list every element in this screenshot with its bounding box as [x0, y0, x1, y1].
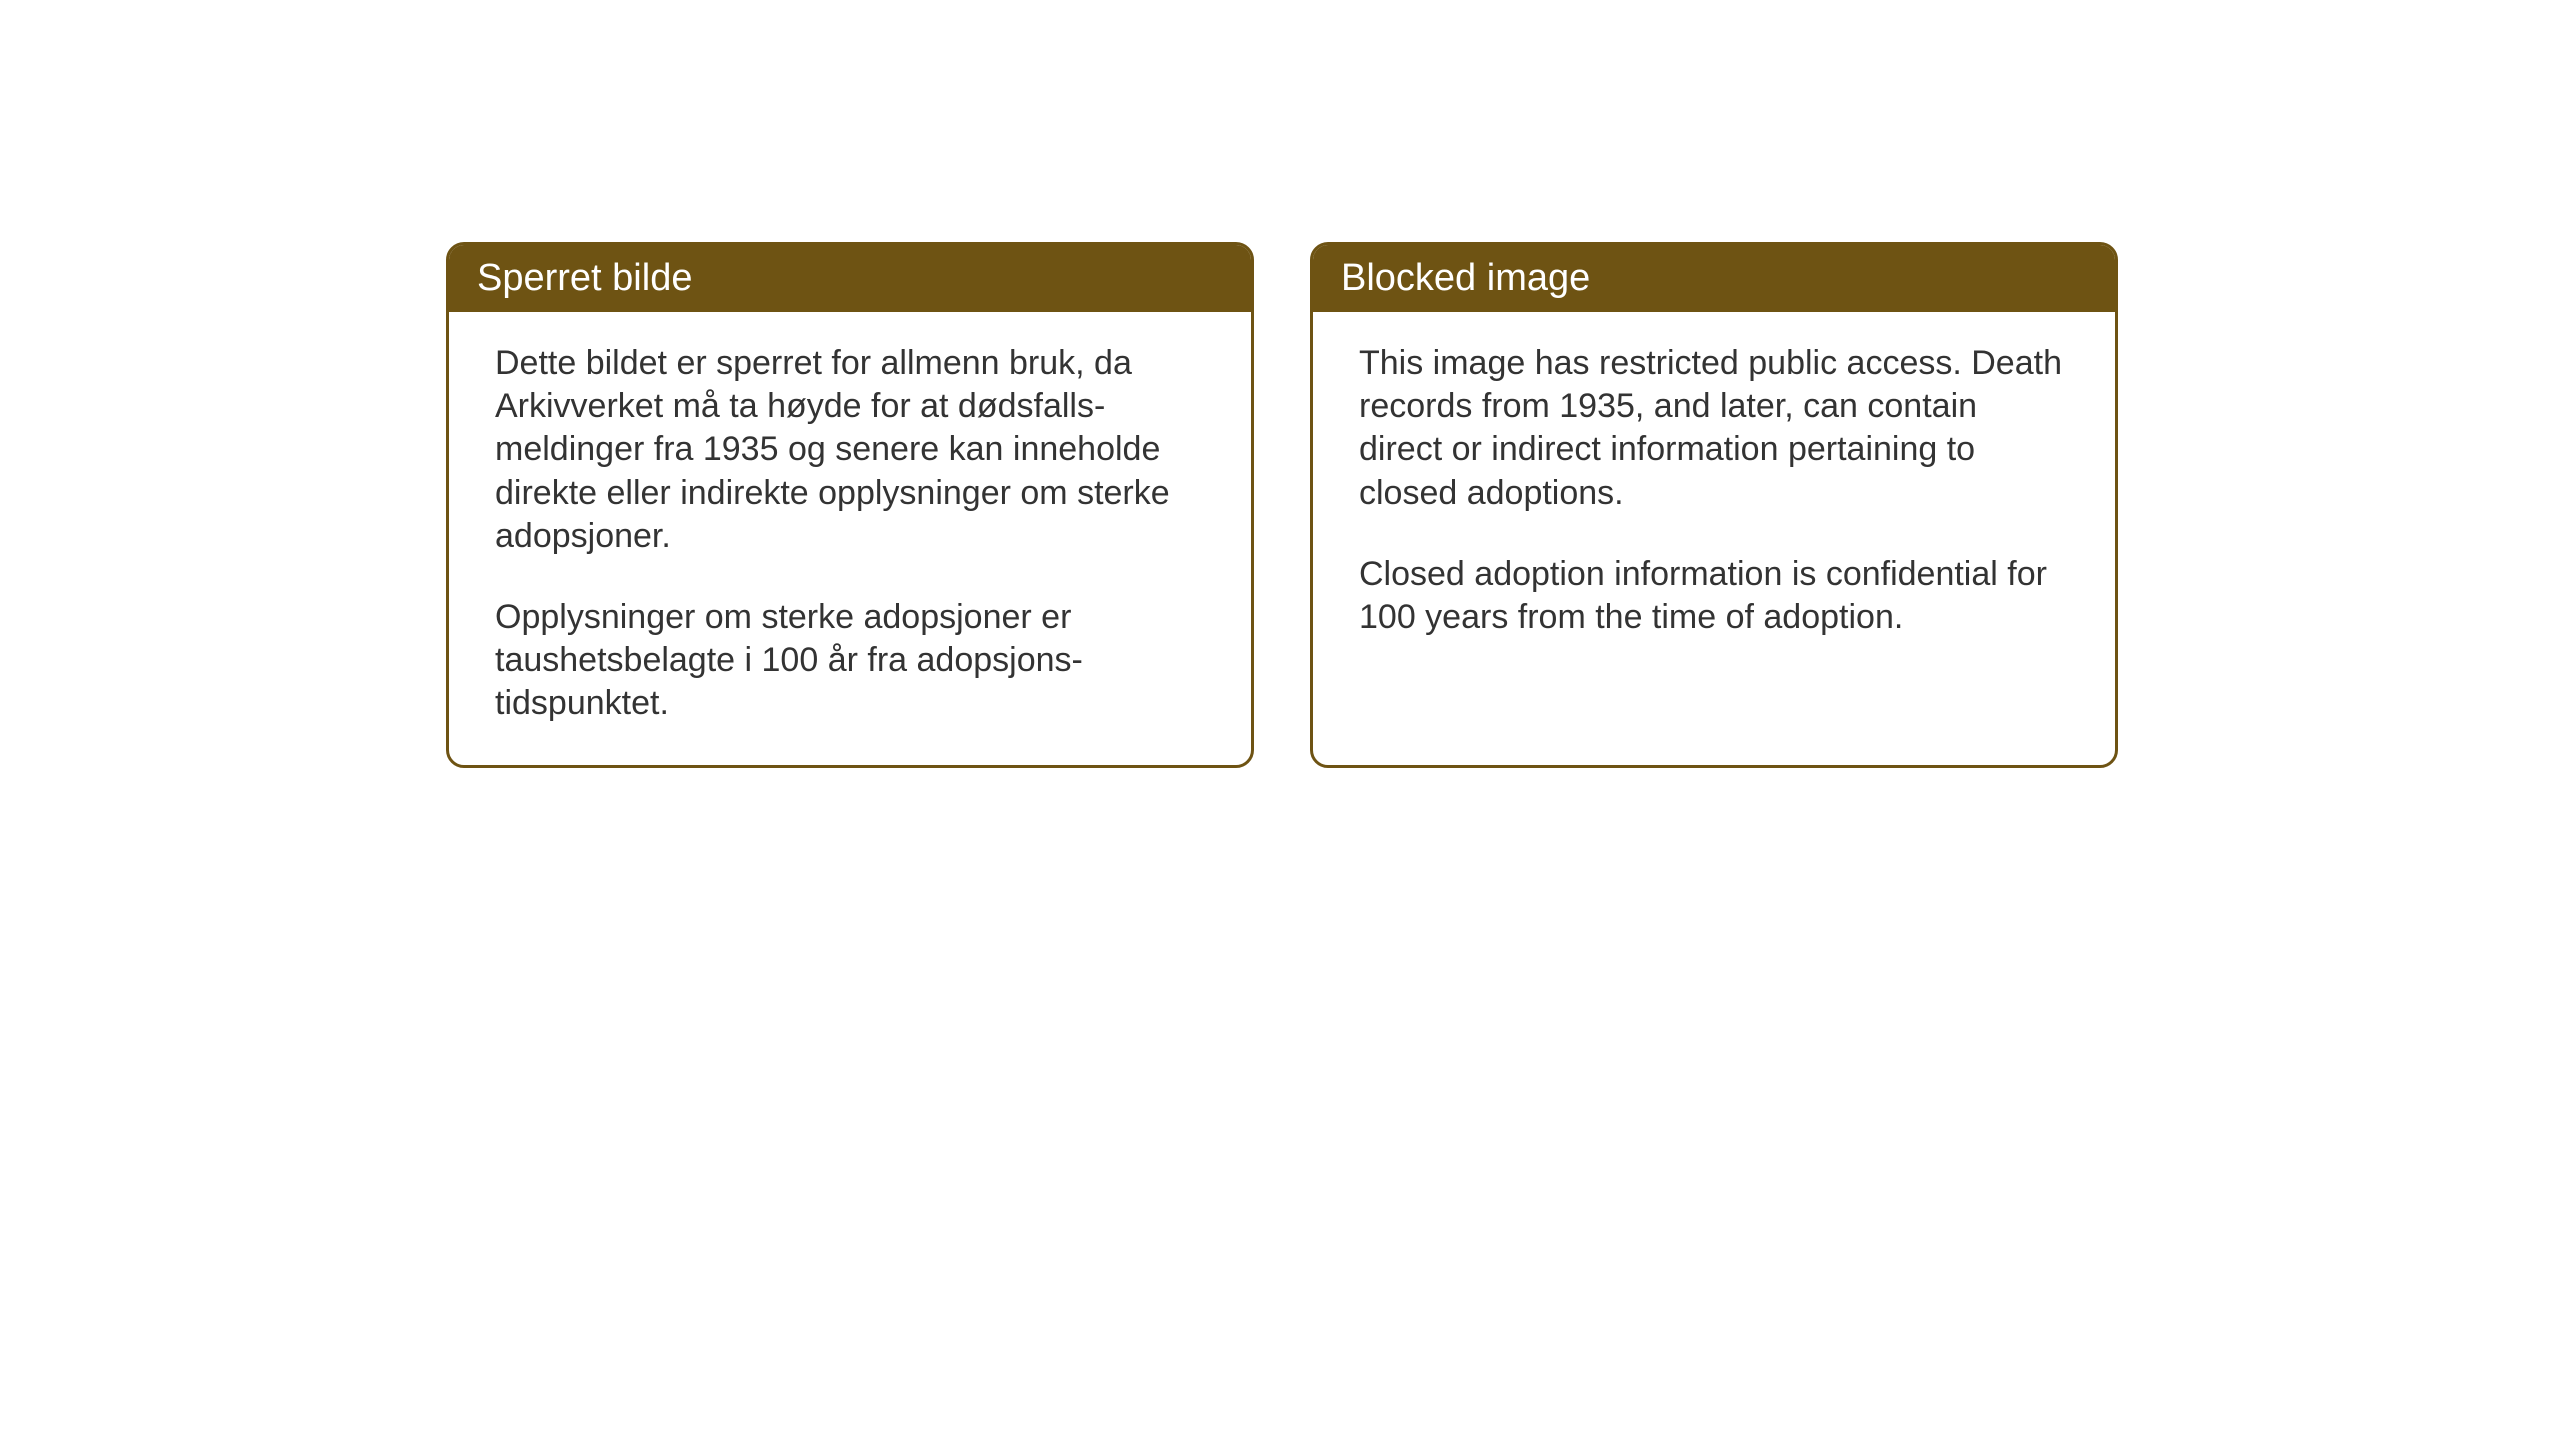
- notice-title-english: Blocked image: [1341, 257, 1590, 299]
- notice-container: Sperret bilde Dette bildet er sperret fo…: [446, 242, 2118, 768]
- notice-paragraph-2-norwegian: Opplysninger om sterke adopsjoner er tau…: [495, 596, 1205, 726]
- notice-paragraph-1-norwegian: Dette bildet er sperret for allmenn bruk…: [495, 342, 1205, 558]
- notice-card-english: Blocked image This image has restricted …: [1310, 242, 2118, 768]
- notice-header-english: Blocked image: [1313, 245, 2115, 312]
- notice-body-english: This image has restricted public access.…: [1313, 312, 2115, 739]
- notice-body-norwegian: Dette bildet er sperret for allmenn bruk…: [449, 312, 1251, 765]
- notice-header-norwegian: Sperret bilde: [449, 245, 1251, 312]
- notice-title-norwegian: Sperret bilde: [477, 257, 692, 299]
- notice-card-norwegian: Sperret bilde Dette bildet er sperret fo…: [446, 242, 1254, 768]
- notice-paragraph-1-english: This image has restricted public access.…: [1359, 342, 2069, 515]
- notice-paragraph-2-english: Closed adoption information is confident…: [1359, 553, 2069, 639]
